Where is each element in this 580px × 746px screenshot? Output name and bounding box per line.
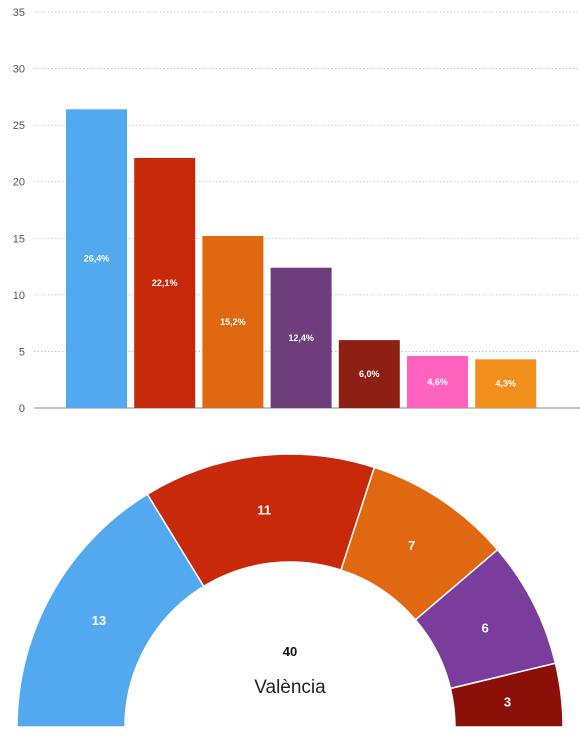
y-tick-label: 0: [19, 403, 25, 415]
bar-data-label: 26,4%: [84, 254, 110, 264]
bar: [270, 267, 332, 408]
bar-data-label: 4,3%: [495, 379, 516, 389]
bar: [475, 359, 537, 408]
y-tick-label: 10: [13, 290, 25, 302]
bar: [66, 109, 127, 408]
bar-data-label: 4,6%: [427, 377, 448, 387]
vote-share-bar-chart: 0 5 10 15 20 25 30 35 26,4% 22,1% 15,2% 12,4% 6,0% 4…: [13, 7, 580, 415]
seat-count-label: 11: [257, 503, 271, 518]
total-seats: 40: [283, 644, 297, 659]
y-tick-label: 20: [13, 177, 25, 189]
y-tick-label: 5: [19, 346, 25, 358]
y-tick-label: 15: [13, 233, 25, 245]
bar: [407, 355, 468, 408]
seat-count-label: 6: [482, 621, 489, 636]
seat-count-label: 13: [92, 613, 106, 628]
bar: [202, 236, 264, 408]
bar-data-label: 6,0%: [359, 369, 380, 379]
y-tick-label: 35: [13, 7, 25, 19]
seat-count-label: 7: [408, 538, 415, 553]
seat-slice: [449, 662, 564, 728]
y-tick-label: 30: [13, 64, 25, 76]
bar: [134, 157, 196, 408]
seat-slice: [16, 493, 205, 728]
y-tick-label: 25: [13, 120, 25, 132]
bar-data-label: 12,4%: [288, 333, 314, 343]
bar-data-label: 15,2%: [220, 317, 246, 327]
bar: [338, 340, 400, 408]
constituency-name: València: [254, 677, 326, 698]
seat-count-label: 3: [504, 694, 511, 709]
bar-data-label: 22,1%: [152, 278, 178, 288]
seat-distribution-half-donut: 13 11 7 6 3 40 València: [16, 453, 564, 728]
